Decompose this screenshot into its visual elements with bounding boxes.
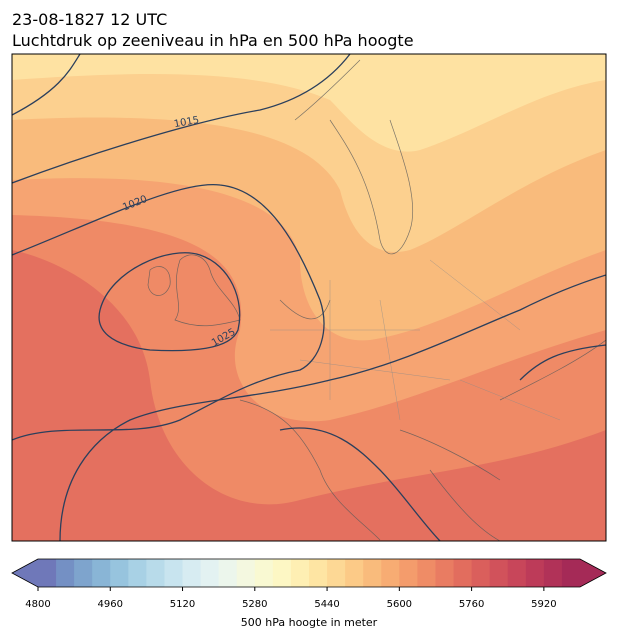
colorbar-swatch xyxy=(543,559,563,587)
colorbar-swatch xyxy=(507,559,527,587)
colorbar-swatch xyxy=(92,559,111,587)
colorbar-swatch xyxy=(399,559,418,587)
colorbar: 4800 4960 5120 5280 5440 5600 5760 5920 xyxy=(11,558,607,610)
colorbar-tick-label: 4800 xyxy=(25,599,50,610)
colorbar-swatch xyxy=(345,559,364,587)
colorbar-swatch xyxy=(381,559,400,587)
colorbar-swatch xyxy=(417,559,436,587)
colorbar-extend-low xyxy=(12,559,38,587)
title-line: 23-08-1827 12 UTC xyxy=(12,10,167,29)
isobar xyxy=(12,54,351,184)
colorbar-swatch xyxy=(453,559,473,587)
isobar xyxy=(12,183,325,441)
colorbar-swatch xyxy=(327,559,346,587)
colorbar-tick-label: 4960 xyxy=(98,599,123,610)
colorbar-swatch xyxy=(200,559,220,587)
isobar xyxy=(98,252,241,352)
colorbar-swatch xyxy=(309,559,328,587)
colorbar-tick-label: 5760 xyxy=(459,599,484,610)
colorbar-swatch xyxy=(236,559,256,587)
colorbar-swatch xyxy=(435,559,455,587)
colorbar-swatch xyxy=(471,559,491,587)
map-band xyxy=(12,54,606,152)
colorbar-outline xyxy=(11,558,607,588)
colorbar-swatch xyxy=(254,559,274,587)
colorbar-swatch xyxy=(218,559,238,587)
colorbar-swatch xyxy=(525,559,545,587)
colorbar-swatch xyxy=(489,559,509,587)
title-line: Luchtdruk op zeeniveau in hPa en 500 hPa… xyxy=(12,31,414,50)
colorbar-tick-label: 5920 xyxy=(531,599,556,610)
colorbar-swatch xyxy=(272,559,292,587)
map: 1015 1020 1025 xyxy=(11,53,607,542)
colorbar-tick-label: 5440 xyxy=(314,599,339,610)
colorbar-label: 500 hPa hoogte in meter xyxy=(241,616,378,629)
colorbar-tick-label: 5280 xyxy=(242,599,267,610)
isobar xyxy=(59,274,606,541)
colorbar-extend-high xyxy=(580,559,606,587)
colorbar-swatch xyxy=(164,559,184,587)
colorbar-swatch xyxy=(74,559,93,587)
colorbar-swatch xyxy=(110,559,129,587)
colorbar-swatch xyxy=(56,559,75,587)
colorbar-tick-label: 5600 xyxy=(387,599,412,610)
colorbar-swatch xyxy=(146,559,165,587)
colorbar-swatch xyxy=(561,559,581,587)
colorbar-swatch xyxy=(290,559,310,587)
map-frame xyxy=(11,53,607,542)
colorbar-swatch xyxy=(363,559,382,587)
colorbar-swatch xyxy=(38,559,57,587)
contour-label: 1015 xyxy=(173,115,200,130)
colorbar-tick-label: 5120 xyxy=(170,599,195,610)
colorbar-swatch xyxy=(182,559,202,587)
country-border xyxy=(270,259,561,421)
colorbar-swatch xyxy=(128,559,147,587)
